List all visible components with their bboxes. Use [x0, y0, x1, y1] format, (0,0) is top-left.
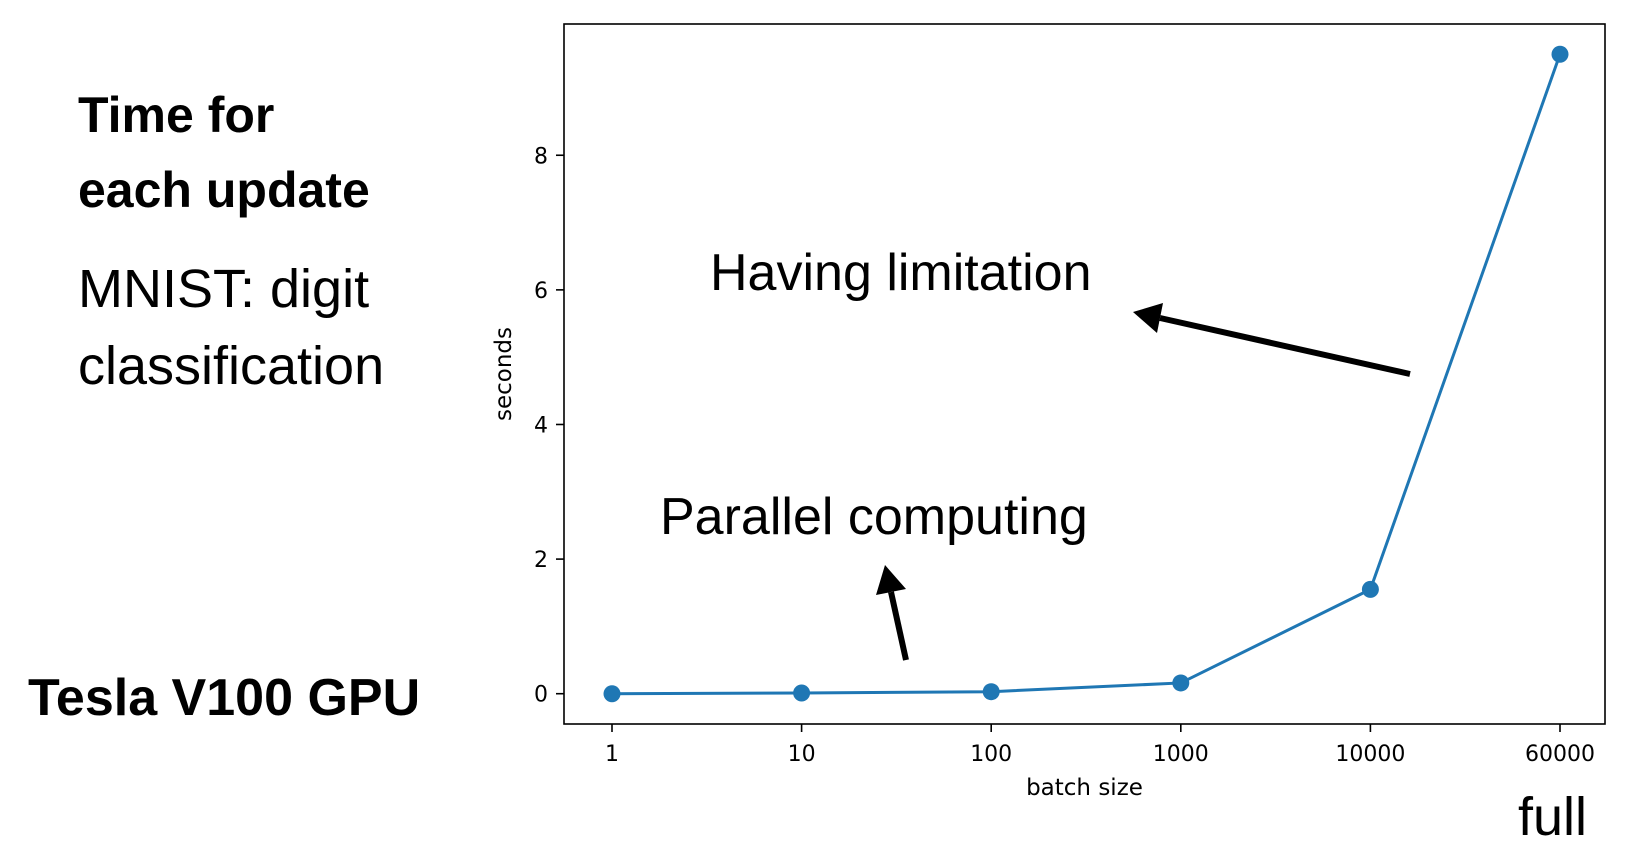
- annotation-having-limitation: Having limitation: [710, 244, 1092, 302]
- data-point: [1361, 580, 1379, 598]
- data-point: [603, 685, 621, 703]
- series-layer: [611, 53, 1562, 696]
- y-tick-label: 4: [534, 413, 548, 438]
- data-point: [1551, 45, 1569, 63]
- arrow-having-limitation: [1133, 303, 1411, 377]
- data-point: [793, 684, 811, 702]
- x-tick-label: 10: [788, 742, 816, 767]
- slide-subtitle-line-2: classification: [78, 336, 385, 396]
- annotation-parallel-computing: Parallel computing: [660, 488, 1088, 546]
- y-axis-title: seconds: [491, 327, 517, 421]
- series-line: [611, 53, 1562, 696]
- full-batch-label: full: [1518, 787, 1588, 847]
- plot-frame: [563, 23, 1606, 725]
- x-tick-label: 1: [605, 742, 619, 767]
- data-points: [603, 45, 1569, 703]
- slide-title-line-2: each update: [78, 162, 370, 218]
- x-tick-label: 60000: [1525, 742, 1595, 767]
- y-tick-label: 8: [534, 144, 548, 169]
- x-tick-label: 1000: [1153, 742, 1209, 767]
- data-point: [1172, 674, 1190, 692]
- axis-ticks: 1 10 100 1000 10000 60000 0 2 4 6 8: [534, 144, 1595, 767]
- y-tick-label: 6: [534, 279, 548, 304]
- data-point: [982, 683, 1000, 701]
- slide-subtitle-line-1: MNIST: digit: [78, 259, 370, 319]
- y-tick-label: 2: [534, 548, 548, 573]
- y-tick-label: 0: [534, 683, 548, 708]
- x-tick-label: 10000: [1335, 742, 1405, 767]
- slide-title-line-1: Time for: [78, 87, 275, 143]
- arrow-parallel-computing: [876, 565, 909, 661]
- device-label: Tesla V100 GPU: [28, 669, 421, 727]
- x-tick-label: 100: [970, 742, 1012, 767]
- x-axis-title: batch size: [1026, 775, 1143, 801]
